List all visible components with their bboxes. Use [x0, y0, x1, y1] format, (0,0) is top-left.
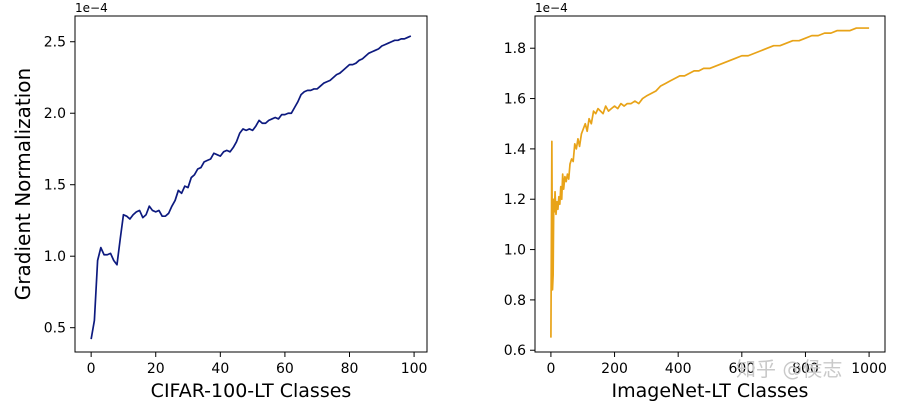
- cifar-plot-frame: [74, 15, 428, 353]
- imagenet-x-tick-label: 800: [792, 361, 819, 377]
- imagenet-chart-panel: 0 200 400 600 800 1000 0.6 0.8 1.0 1.2 1.4 1.6 1.8 1e…: [504, 1, 887, 402]
- cifar-y-tick-label: 0.5: [44, 321, 66, 337]
- imagenet-y-tick-label: 1.4: [504, 142, 526, 158]
- imagenet-y-tick-label: 1.0: [504, 243, 526, 259]
- cifar-series-line: [90, 35, 412, 340]
- cifar-x-tick-label: 100: [401, 361, 428, 377]
- cifar-y-tick-label: 2.0: [44, 106, 66, 122]
- imagenet-plot-frame: [534, 15, 886, 353]
- imagenet-scale-note: 1e−4: [535, 1, 568, 15]
- cifar-x-axis-label: CIFAR-100-LT Classes: [151, 380, 352, 402]
- imagenet-x-tick-label: 1000: [851, 361, 887, 377]
- imagenet-y-tick-label: 1.8: [504, 41, 526, 57]
- cifar-x-tick-label: 0: [87, 361, 96, 377]
- cifar-x-tick-label: 80: [341, 361, 359, 377]
- imagenet-y-tick-label: 0.6: [504, 343, 526, 359]
- cifar-x-tick-label: 20: [147, 361, 165, 377]
- cifar-y-tick-label: 1.0: [44, 249, 66, 265]
- imagenet-x-tick-label: 0: [546, 361, 555, 377]
- cifar-scale-note: 1e−4: [75, 1, 108, 15]
- imagenet-y-tick-label: 0.8: [504, 293, 526, 309]
- imagenet-y-tick-label: 1.6: [504, 92, 526, 108]
- imagenet-x-axis-label: ImageNet-LT Classes: [612, 380, 809, 402]
- imagenet-y-tick-label: 1.2: [504, 192, 526, 208]
- imagenet-x-tick-label: 600: [728, 361, 755, 377]
- cifar-y-axis-label: Gradient Normalization: [11, 68, 35, 300]
- imagenet-series-line: [550, 27, 870, 338]
- watermark-text: 知乎 @侯志: [736, 357, 842, 381]
- imagenet-x-tick-label: 400: [665, 361, 692, 377]
- cifar-x-tick-label: 40: [211, 361, 229, 377]
- cifar-x-tick-label: 60: [276, 361, 294, 377]
- imagenet-x-tick-label: 200: [601, 361, 628, 377]
- cifar-y-tick-label: 1.5: [44, 178, 66, 194]
- cifar-y-tick-label: 2.5: [44, 35, 66, 51]
- cifar-chart-panel: 0 20 40 60 80 100 0.5 1.0 1.5 2.0 2.5 1e−4 CIFAR-100…: [11, 1, 428, 402]
